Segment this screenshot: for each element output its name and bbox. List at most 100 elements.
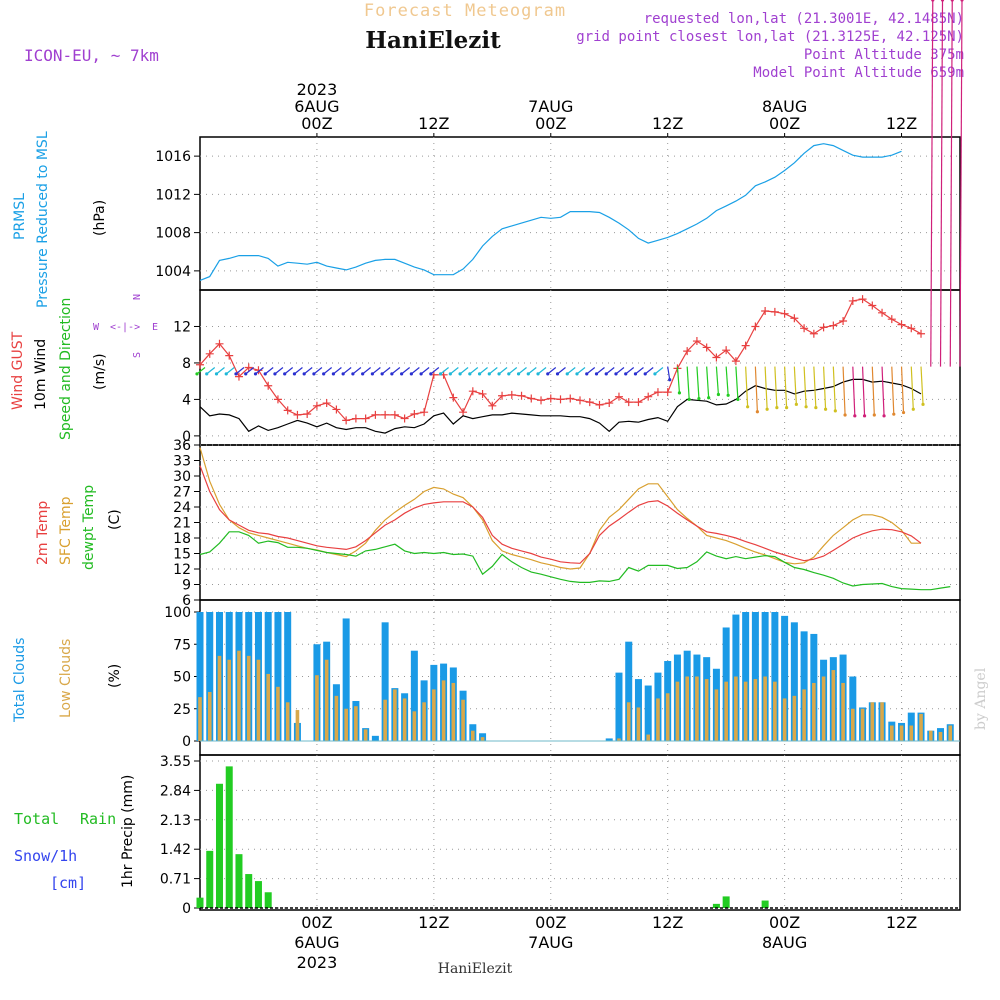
compass-rose: N W <-|-> E S bbox=[93, 294, 158, 358]
gust-marker bbox=[351, 414, 360, 423]
wind-arrow bbox=[547, 367, 557, 375]
compass-north: N bbox=[132, 294, 143, 300]
wind-arrow-head bbox=[633, 372, 638, 376]
wind-arrow bbox=[401, 367, 410, 375]
wind-arrow bbox=[881, 366, 885, 416]
total-cloud-bar bbox=[196, 612, 204, 741]
wind-unit: (m/s) bbox=[92, 353, 108, 390]
gust-marker bbox=[887, 315, 896, 324]
wind-arrow bbox=[706, 366, 710, 398]
wind-arrow-head bbox=[370, 372, 374, 376]
gust-marker bbox=[488, 401, 497, 410]
gust-marker bbox=[312, 401, 321, 410]
total-cloud-bar bbox=[751, 612, 759, 741]
total-cloud-bar bbox=[342, 618, 350, 741]
low-cloud-bar bbox=[441, 680, 446, 741]
low-cloud-bar bbox=[851, 708, 855, 741]
gust-marker bbox=[527, 394, 536, 403]
wind-arrow bbox=[518, 367, 527, 375]
wind-arrow bbox=[949, 0, 953, 367]
low-cloud-bar bbox=[734, 676, 738, 741]
gust-marker bbox=[381, 410, 390, 419]
low-cloud-bar bbox=[928, 730, 933, 741]
wind-arrow-head bbox=[911, 407, 915, 411]
gust-marker bbox=[858, 295, 867, 304]
precip-unit: 1hr Precip (mm) bbox=[120, 775, 136, 888]
precip-tick-label: 2.13 bbox=[160, 813, 191, 829]
temp-tick-label: 21 bbox=[173, 516, 191, 532]
low-cloud-bar bbox=[412, 711, 417, 741]
t2m-line bbox=[199, 465, 922, 564]
wind-arrow-head bbox=[438, 372, 443, 376]
wind-arrow bbox=[654, 367, 664, 375]
gust-marker bbox=[741, 341, 750, 350]
compass-west: W bbox=[93, 322, 100, 333]
time-label-bottom: 2023 bbox=[297, 953, 338, 972]
wind-arrow bbox=[440, 367, 449, 375]
time-label-top: 2023 bbox=[297, 80, 338, 99]
clouds-tick-label: 75 bbox=[173, 637, 191, 653]
low-cloud-bar bbox=[685, 676, 689, 741]
wind-arrow bbox=[920, 366, 924, 405]
time-label-bottom: 00Z bbox=[535, 913, 566, 932]
wind-arrow bbox=[235, 367, 245, 375]
gust-marker bbox=[683, 347, 692, 356]
gust-marker bbox=[878, 308, 887, 317]
wind-arrow-head bbox=[950, 0, 954, 2]
gust-marker bbox=[780, 309, 789, 318]
wind-arrow-head bbox=[575, 372, 579, 376]
low-cloud-bar bbox=[315, 675, 319, 741]
time-label-top: 8AUG bbox=[762, 97, 807, 116]
gridpoint-coords: grid point closest lon,lat (21.3125E, 42… bbox=[576, 29, 964, 45]
total-label: Total bbox=[14, 810, 59, 828]
wind-arrow bbox=[625, 367, 635, 375]
wind-arrow-head bbox=[697, 396, 701, 401]
gust-marker bbox=[809, 329, 818, 338]
time-label-bottom: 12Z bbox=[418, 913, 449, 932]
wind-arrow bbox=[352, 367, 362, 375]
gust-marker bbox=[342, 416, 351, 425]
wind-arrow-head bbox=[302, 372, 306, 376]
wind-arrow-head bbox=[234, 372, 238, 376]
low-cloud-bar bbox=[227, 659, 232, 741]
gust-marker bbox=[585, 398, 594, 407]
low-cloud-bar bbox=[782, 698, 787, 741]
precip-tick-label: 2.84 bbox=[160, 783, 191, 799]
time-label-top: 12Z bbox=[418, 114, 449, 133]
gust-marker bbox=[722, 346, 731, 355]
low-cloud-bar bbox=[763, 676, 767, 741]
gust-marker bbox=[692, 337, 701, 346]
low-cloud-bar bbox=[724, 681, 728, 741]
wind-arrow-head bbox=[872, 413, 876, 417]
rain-bar bbox=[245, 874, 253, 908]
rain-label: Rain bbox=[80, 810, 116, 828]
low-cloud-bar bbox=[938, 731, 943, 741]
wind-arrow-head bbox=[400, 372, 404, 376]
low-cloud-bar bbox=[773, 681, 777, 741]
wind-tick-label: 0 bbox=[182, 429, 191, 445]
wind-arrow bbox=[676, 366, 681, 393]
low-cloud-bar bbox=[821, 676, 826, 741]
footer-location: HaniElezit bbox=[438, 961, 513, 977]
low-cloud-bar bbox=[704, 679, 709, 741]
wind-arrow-head bbox=[707, 396, 711, 400]
wind-arrow bbox=[498, 367, 508, 375]
low-cloud-bar bbox=[919, 713, 923, 741]
wind-arrow-head bbox=[804, 405, 808, 409]
wind-arrow bbox=[813, 366, 817, 408]
low-cloud-bar bbox=[266, 673, 271, 741]
clouds-tick-label: 25 bbox=[173, 702, 191, 718]
model-altitude: Model Point Altitude 659m bbox=[753, 65, 964, 81]
wind-arrow-head bbox=[429, 372, 433, 376]
wind-arrow bbox=[342, 367, 352, 375]
time-label-bottom: 7AUG bbox=[528, 933, 573, 952]
wind-arrow-head bbox=[448, 372, 452, 376]
gust-marker bbox=[254, 366, 263, 375]
low-cloud-bar bbox=[471, 730, 475, 741]
wind-arrow bbox=[784, 366, 788, 408]
tsfc-label: SFC Temp bbox=[58, 496, 74, 565]
precip-frame bbox=[199, 754, 961, 911]
wind-arrow-head bbox=[322, 372, 326, 376]
gust-marker bbox=[790, 314, 799, 323]
